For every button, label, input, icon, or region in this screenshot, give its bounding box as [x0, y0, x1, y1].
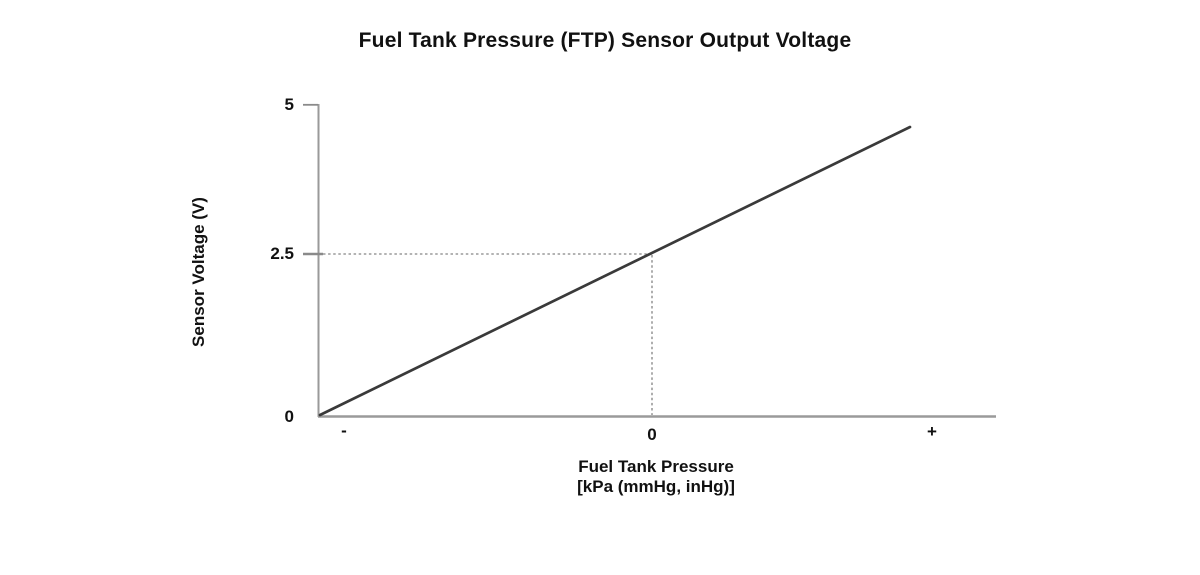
x-tick-label-positive: +: [927, 422, 937, 441]
x-tick-label-zero: 0: [647, 425, 657, 444]
y-tick-label-0: 0: [284, 407, 294, 426]
x-axis-label-line1: Fuel Tank Pressure: [578, 457, 734, 476]
y-tick-label-5: 5: [284, 95, 294, 114]
x-axis-label-line2: [kPa (mmHg, inHg)]: [577, 477, 735, 496]
x-axis-label: Fuel Tank Pressure [kPa (mmHg, inHg)]: [577, 457, 735, 497]
x-tick-label-negative: -: [341, 421, 347, 440]
sensor-output-line: [318, 125, 912, 417]
y-tick-label-2-5: 2.5: [270, 244, 294, 263]
chart-title: Fuel Tank Pressure (FTP) Sensor Output V…: [358, 29, 852, 52]
